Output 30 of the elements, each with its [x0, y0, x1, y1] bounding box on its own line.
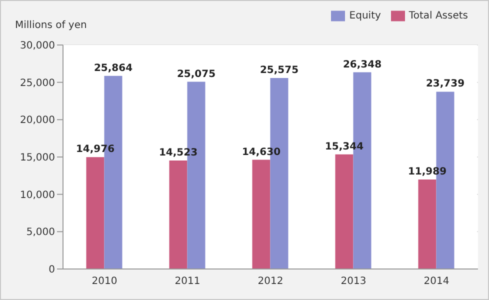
x-tick-label: 2010: [92, 276, 118, 288]
x-tick-label: 2013: [340, 276, 366, 288]
y-tick-label: 25,000: [20, 78, 55, 89]
bar: [169, 160, 188, 269]
data-label: 25,575: [260, 65, 299, 76]
y-tick-label: 20,000: [20, 115, 55, 126]
data-label: 26,348: [342, 59, 382, 70]
y-tick-label: 5,000: [26, 227, 55, 238]
legend-label: Equity: [349, 10, 381, 22]
y-tick-label: 10,000: [20, 190, 55, 201]
data-label: 25,864: [94, 62, 133, 74]
bar: [86, 157, 104, 269]
x-tick-label: 2012: [258, 276, 284, 288]
data-label: 25,075: [176, 68, 216, 80]
bar: [418, 179, 436, 269]
y-axis-title: Millions of yen: [15, 20, 87, 31]
y-tick-label: 15,000: [20, 152, 55, 164]
data-label: 23,739: [426, 78, 465, 90]
data-label: 15,344: [324, 141, 364, 152]
y-tick-label: 30,000: [20, 40, 55, 52]
legend-label: Total Assets: [408, 10, 468, 22]
bar: [335, 154, 354, 269]
y-tick-label: 0: [48, 264, 55, 276]
x-tick-label: 2011: [174, 276, 200, 288]
data-label: 11,989: [408, 166, 447, 178]
x-tick-label: 2014: [424, 276, 450, 288]
data-label: 14,523: [158, 148, 198, 159]
data-label: 14,976: [76, 144, 115, 156]
data-label: 14,630: [242, 146, 281, 158]
bar: [252, 160, 270, 269]
